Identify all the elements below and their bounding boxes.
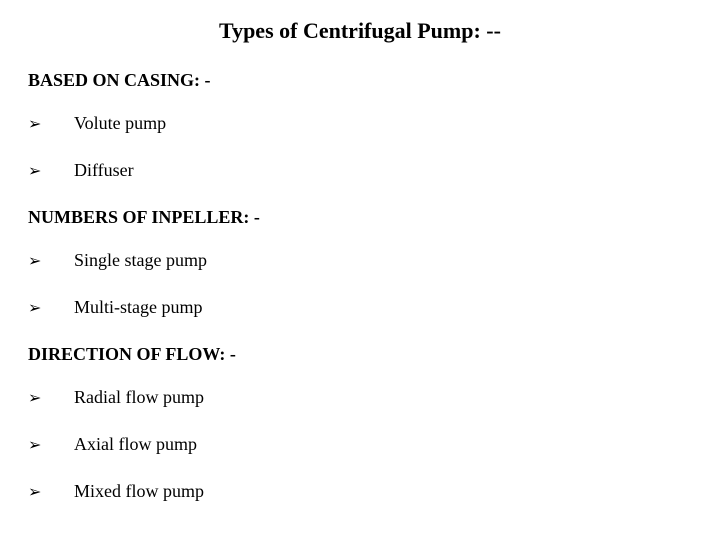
arrow-bullet-icon: ➢ bbox=[28, 251, 74, 271]
arrow-bullet-icon: ➢ bbox=[28, 482, 74, 502]
section-heading: NUMBERS OF INPELLER: - bbox=[28, 207, 692, 228]
list-item: ➢ Mixed flow pump bbox=[28, 481, 692, 502]
section-impeller: NUMBERS OF INPELLER: - ➢ Single stage pu… bbox=[28, 207, 692, 318]
list-item: ➢ Axial flow pump bbox=[28, 434, 692, 455]
list-item-label: Multi-stage pump bbox=[74, 297, 203, 318]
list-item: ➢ Single stage pump bbox=[28, 250, 692, 271]
list-item: ➢ Radial flow pump bbox=[28, 387, 692, 408]
section-heading: BASED ON CASING: - bbox=[28, 70, 692, 91]
list-item: ➢ Volute pump bbox=[28, 113, 692, 134]
list-item-label: Volute pump bbox=[74, 113, 166, 134]
section-heading: DIRECTION OF FLOW: - bbox=[28, 344, 692, 365]
list-item: ➢ Multi-stage pump bbox=[28, 297, 692, 318]
list-item-label: Radial flow pump bbox=[74, 387, 204, 408]
section-casing: BASED ON CASING: - ➢ Volute pump ➢ Diffu… bbox=[28, 70, 692, 181]
page-title: Types of Centrifugal Pump: -- bbox=[28, 18, 692, 44]
list-item-label: Diffuser bbox=[74, 160, 134, 181]
section-flow: DIRECTION OF FLOW: - ➢ Radial flow pump … bbox=[28, 344, 692, 502]
list-item-label: Mixed flow pump bbox=[74, 481, 204, 502]
list-item: ➢ Diffuser bbox=[28, 160, 692, 181]
list-item-label: Axial flow pump bbox=[74, 434, 197, 455]
arrow-bullet-icon: ➢ bbox=[28, 298, 74, 318]
arrow-bullet-icon: ➢ bbox=[28, 435, 74, 455]
arrow-bullet-icon: ➢ bbox=[28, 161, 74, 181]
arrow-bullet-icon: ➢ bbox=[28, 114, 74, 134]
list-item-label: Single stage pump bbox=[74, 250, 207, 271]
arrow-bullet-icon: ➢ bbox=[28, 388, 74, 408]
